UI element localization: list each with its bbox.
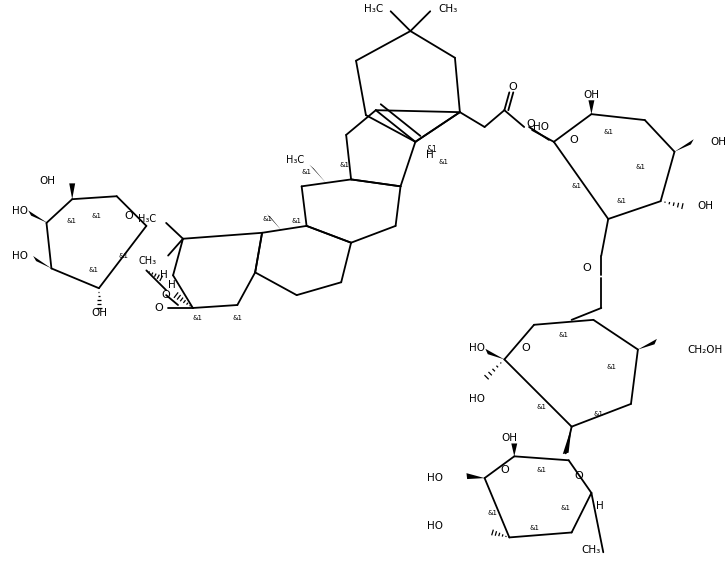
Text: &1: &1: [339, 162, 349, 168]
Polygon shape: [588, 101, 594, 114]
Text: HO: HO: [427, 473, 443, 483]
Text: HO: HO: [427, 521, 443, 531]
Text: CH₃: CH₃: [138, 255, 157, 265]
Polygon shape: [33, 256, 52, 268]
Text: &1: &1: [232, 315, 242, 321]
Polygon shape: [638, 339, 657, 350]
Text: &1: &1: [119, 253, 129, 258]
Text: &1: &1: [301, 169, 312, 175]
Text: O: O: [508, 83, 517, 92]
Polygon shape: [69, 183, 75, 199]
Text: O: O: [500, 465, 509, 475]
Text: &1: &1: [66, 218, 76, 224]
Text: O: O: [582, 264, 591, 273]
Text: H: H: [596, 501, 604, 511]
Polygon shape: [467, 473, 485, 479]
Text: HO: HO: [533, 122, 549, 132]
Text: OH: OH: [583, 90, 599, 101]
Text: O: O: [162, 290, 170, 300]
Polygon shape: [28, 210, 47, 223]
Polygon shape: [511, 443, 517, 456]
Polygon shape: [266, 214, 282, 231]
Text: &1: &1: [193, 315, 203, 321]
Text: &1: &1: [438, 158, 448, 165]
Text: O: O: [569, 135, 578, 145]
Text: &1: &1: [92, 213, 102, 219]
Text: O: O: [574, 471, 583, 481]
Text: H: H: [427, 150, 434, 160]
Text: CH₃: CH₃: [438, 4, 457, 14]
Text: &1: &1: [529, 525, 539, 531]
Text: OH: OH: [39, 176, 55, 186]
Text: HO: HO: [469, 343, 485, 353]
Text: &1: &1: [537, 404, 547, 410]
Text: &1: &1: [488, 510, 497, 516]
Text: OH: OH: [502, 434, 518, 443]
Polygon shape: [486, 349, 505, 360]
Text: &1: &1: [561, 505, 571, 511]
Text: O: O: [522, 343, 531, 353]
Polygon shape: [674, 139, 694, 151]
Text: &1: &1: [571, 183, 582, 190]
Text: &1: &1: [604, 129, 613, 135]
Text: OH: OH: [697, 201, 713, 211]
Text: &1: &1: [606, 364, 616, 370]
Text: HO: HO: [12, 251, 28, 261]
Text: H: H: [168, 280, 176, 290]
Text: OH: OH: [91, 308, 107, 318]
Text: H: H: [160, 271, 168, 280]
Text: HO: HO: [469, 394, 485, 404]
Text: H₃C: H₃C: [287, 155, 304, 165]
Text: &1: &1: [427, 145, 438, 154]
Text: &1: &1: [593, 411, 604, 417]
Text: &1: &1: [89, 268, 99, 273]
Text: &1: &1: [636, 164, 646, 169]
Text: HO: HO: [12, 206, 28, 216]
Text: CH₂OH: CH₂OH: [687, 344, 723, 354]
Text: CH₃: CH₃: [582, 545, 601, 555]
Text: &1: &1: [558, 332, 569, 338]
Text: O: O: [526, 119, 535, 129]
Text: H₃C: H₃C: [138, 214, 157, 224]
Text: H₃C: H₃C: [365, 4, 384, 14]
Text: &1: &1: [537, 467, 547, 473]
Text: O: O: [154, 303, 163, 313]
Polygon shape: [563, 427, 571, 454]
Text: &1: &1: [616, 198, 626, 204]
Text: O: O: [124, 211, 133, 221]
Text: &1: &1: [292, 218, 301, 224]
Polygon shape: [309, 165, 326, 183]
Text: &1: &1: [262, 216, 272, 222]
Text: OH: OH: [710, 137, 726, 147]
